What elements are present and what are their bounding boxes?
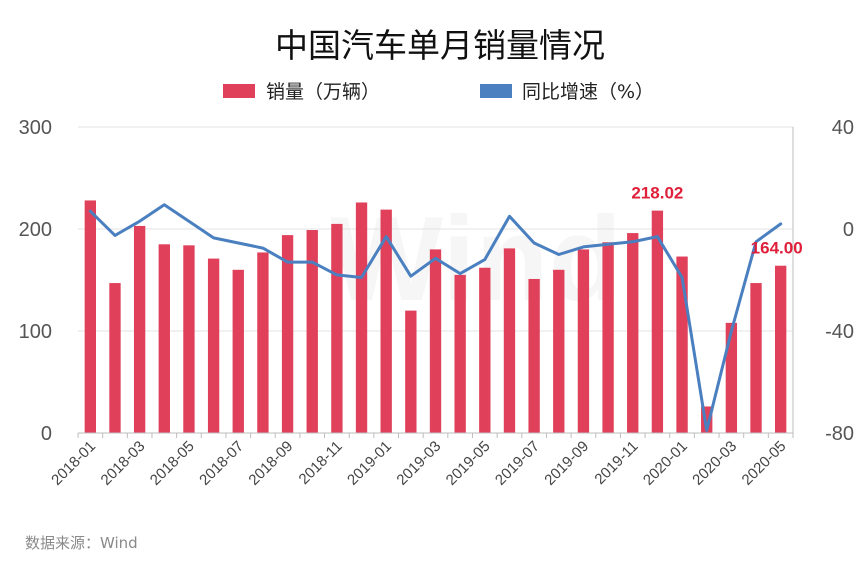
x-tick-label: 2019-07	[492, 438, 543, 489]
x-tick-label: 2018-11	[296, 438, 346, 488]
bar-2019-08	[553, 269, 565, 433]
x-tick-label: 2020-05	[739, 438, 790, 489]
y-right-tick-label: -80	[825, 423, 854, 445]
x-tick-label: 2019-03	[393, 438, 444, 489]
x-tick-label: 2019-09	[541, 438, 592, 489]
legend-label-growth: 同比增速（%）	[522, 81, 654, 103]
bar-2019-02	[405, 310, 417, 433]
y-left-tick-label: 200	[19, 219, 52, 241]
bar-2019-10	[602, 242, 614, 433]
legend: 销量（万辆） 同比增速（%）	[223, 81, 654, 103]
bar-2019-01	[380, 209, 392, 433]
growth-line	[88, 203, 783, 432]
bar-2020-03	[725, 322, 738, 433]
bar-2018-02	[109, 283, 121, 433]
bar-2019-11	[627, 233, 639, 433]
bar-2019-07	[528, 278, 540, 433]
bar-series	[84, 200, 787, 433]
x-tick-label: 2018-05	[147, 438, 198, 489]
bar-2019-05	[479, 267, 491, 433]
chart-title: 中国汽车单月销量情况	[275, 26, 605, 65]
bar-2018-04	[158, 244, 170, 433]
bar-2019-06	[503, 248, 516, 433]
legend-swatch-sales	[223, 84, 255, 98]
bar-2018-01	[84, 200, 96, 433]
bar-2018-08	[257, 252, 269, 433]
bar-2018-11	[331, 223, 343, 433]
bar-2019-12	[651, 210, 664, 433]
bar-2018-07	[232, 269, 244, 433]
bar-2018-09	[281, 235, 294, 433]
x-tick-label: 2019-01	[344, 438, 395, 489]
annotation-2020-05: 164.00	[751, 239, 803, 258]
bar-2018-06	[207, 258, 220, 433]
source-note: 数据来源：Wind	[25, 534, 138, 552]
y-right-tick-label: 0	[843, 219, 854, 241]
bar-2019-09	[577, 249, 590, 433]
line-series	[88, 203, 783, 432]
bar-2018-12	[355, 202, 368, 433]
x-tick-label: 2018-09	[245, 438, 296, 489]
y-left-tick-label: 0	[41, 423, 52, 445]
bar-2018-05	[183, 245, 195, 433]
x-tick-label: 2020-03	[689, 438, 740, 489]
y-axis-left-ticks: 0 100 200 300	[19, 117, 52, 445]
legend-label-sales: 销量（万辆）	[266, 81, 380, 103]
bar-2020-01	[676, 256, 688, 433]
legend-swatch-growth	[480, 84, 512, 98]
x-tick-label: 2019-11	[591, 438, 641, 488]
x-tick-label: 2020-01	[640, 438, 691, 489]
bar-2020-04	[750, 283, 762, 433]
bar-2020-05	[775, 265, 787, 433]
y-axis-right-ticks: -80 -40 0 40	[825, 117, 854, 445]
x-tick-label: 2018-01	[48, 438, 99, 489]
axes	[77, 127, 794, 438]
annotation-2019-12: 218.02	[631, 184, 683, 203]
bar-2019-03	[429, 249, 442, 433]
y-left-tick-label: 300	[19, 117, 52, 139]
bar-2018-10	[306, 230, 318, 433]
y-right-tick-label: -40	[825, 321, 854, 343]
bar-2018-03	[133, 225, 146, 433]
bar-2019-04	[454, 274, 466, 433]
x-tick-label: 2018-07	[196, 438, 247, 489]
bar-2020-02	[701, 406, 713, 433]
y-left-tick-label: 100	[19, 321, 52, 343]
x-tick-label: 2018-03	[98, 438, 149, 489]
annotations: 218.02 164.00	[631, 184, 802, 258]
x-tick-label: 2019-05	[443, 438, 494, 489]
y-right-tick-label: 40	[832, 117, 854, 139]
